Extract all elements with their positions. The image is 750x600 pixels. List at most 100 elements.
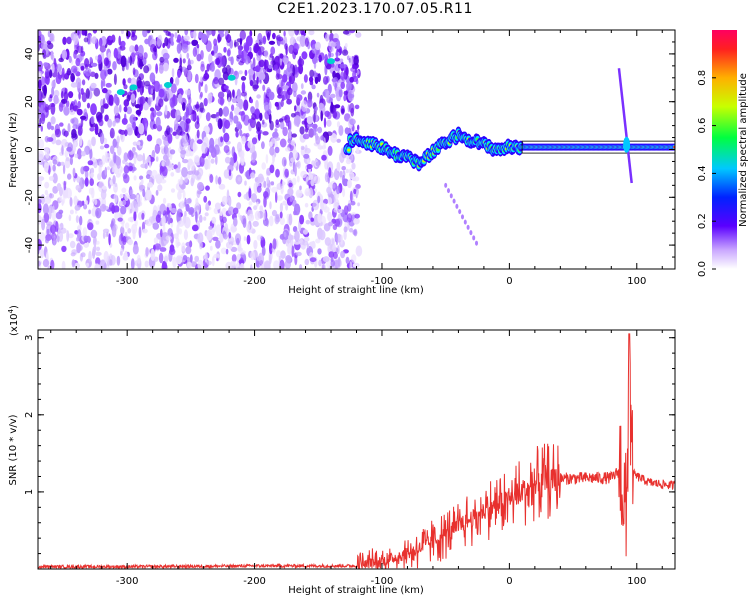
noise-blob <box>103 103 109 109</box>
noise-blob <box>136 254 141 264</box>
noise-blob <box>346 81 352 92</box>
noise-blob <box>83 203 88 210</box>
noise-blob <box>196 44 200 49</box>
noise-blob <box>289 195 293 202</box>
noise-blob <box>260 235 264 241</box>
noise-blob <box>254 210 261 221</box>
noise-blob <box>346 67 349 77</box>
noise-blob <box>178 228 183 235</box>
noise-blob <box>352 262 360 268</box>
noise-blob <box>139 84 144 96</box>
noise-blob <box>317 213 323 224</box>
noise-blob <box>100 189 107 200</box>
noise-blob <box>82 227 88 237</box>
noise-blob <box>347 179 352 189</box>
noise-blob <box>77 125 83 136</box>
noise-blob <box>38 30 42 37</box>
noise-blob <box>261 162 267 170</box>
noise-blob <box>127 77 132 84</box>
streak-dot <box>475 240 479 246</box>
noise-blob <box>206 63 210 72</box>
noise-blob <box>186 198 192 204</box>
noise-blob <box>167 213 171 225</box>
noise-blob <box>335 48 339 61</box>
noise-blob <box>131 223 138 235</box>
noise-blob <box>297 58 305 67</box>
x-tick-label: -100 <box>371 576 394 587</box>
noise-blob <box>167 132 173 144</box>
noise-blob <box>279 217 285 226</box>
noise-blob <box>108 94 114 106</box>
noise-blob <box>160 179 167 184</box>
noise-blob <box>175 76 180 86</box>
noise-blob <box>46 251 49 260</box>
noise-blob <box>328 221 333 227</box>
noise-blob <box>103 250 109 263</box>
noise-blob <box>74 153 79 158</box>
noise-blob <box>44 181 50 189</box>
noise-blob <box>195 211 198 223</box>
noise-blob <box>263 50 269 58</box>
noise-blob <box>50 259 55 269</box>
noise-blob <box>162 224 166 233</box>
noise-blob <box>253 239 258 250</box>
noise-blob <box>213 76 219 85</box>
noise-blob <box>320 135 324 141</box>
noise-blob <box>133 210 137 222</box>
noise-blob <box>332 244 337 253</box>
noise-blob <box>50 116 56 125</box>
noise-blob <box>126 94 131 102</box>
noise-blob <box>177 190 182 200</box>
noise-blob <box>187 70 192 82</box>
noise-blob <box>72 140 77 152</box>
noise-blob <box>304 127 309 133</box>
noise-blob <box>299 185 302 191</box>
noise-blob <box>69 156 73 166</box>
noise-blob <box>44 69 50 79</box>
noise-blob <box>308 171 312 178</box>
noise-blob <box>150 111 155 122</box>
noise-blob <box>279 259 285 269</box>
noise-blob <box>173 57 179 63</box>
noise-blob <box>277 36 284 42</box>
noise-blob <box>176 211 181 223</box>
noise-blob <box>300 83 304 90</box>
noise-blob <box>215 154 218 165</box>
noise-blob <box>353 55 359 66</box>
noise-blob <box>182 58 186 64</box>
noise-blob <box>326 119 332 127</box>
noise-blob <box>91 36 98 45</box>
noise-blob <box>87 222 94 231</box>
noise-blob <box>123 165 130 174</box>
noise-blob <box>288 30 295 37</box>
noise-blob <box>38 90 43 102</box>
noise-blob <box>147 182 154 188</box>
noise-blob <box>38 35 41 43</box>
noise-blob <box>172 131 177 136</box>
bottom-x-axis-label: Height of straight line (km) <box>288 585 424 596</box>
y-tick-label: 3 <box>24 335 35 341</box>
colorbar: 0.0 0.2 0.4 0.6 0.8 Normalized spectral ampl… <box>697 30 749 277</box>
noise-blob <box>170 34 174 46</box>
noise-blob <box>120 226 125 235</box>
noise-blob <box>184 197 187 207</box>
noise-blob <box>304 202 309 208</box>
noise-blob <box>223 233 228 240</box>
noise-blob <box>283 231 287 238</box>
noise-blob <box>324 237 332 246</box>
noise-blob <box>348 30 356 34</box>
noise-blob <box>341 108 345 114</box>
noise-blob <box>239 37 243 46</box>
noise-blob <box>220 247 227 255</box>
noise-blob <box>74 204 81 211</box>
y-tick-label: -40 <box>24 237 35 253</box>
noise-blob <box>347 213 353 223</box>
noise-blob <box>321 263 326 269</box>
noise-blob <box>152 51 158 61</box>
noise-blob <box>288 182 293 188</box>
noise-blob <box>336 185 341 195</box>
noise-blob <box>149 216 154 223</box>
noise-blob <box>204 83 208 94</box>
noise-blob <box>251 137 258 145</box>
noise-blob <box>349 76 355 83</box>
